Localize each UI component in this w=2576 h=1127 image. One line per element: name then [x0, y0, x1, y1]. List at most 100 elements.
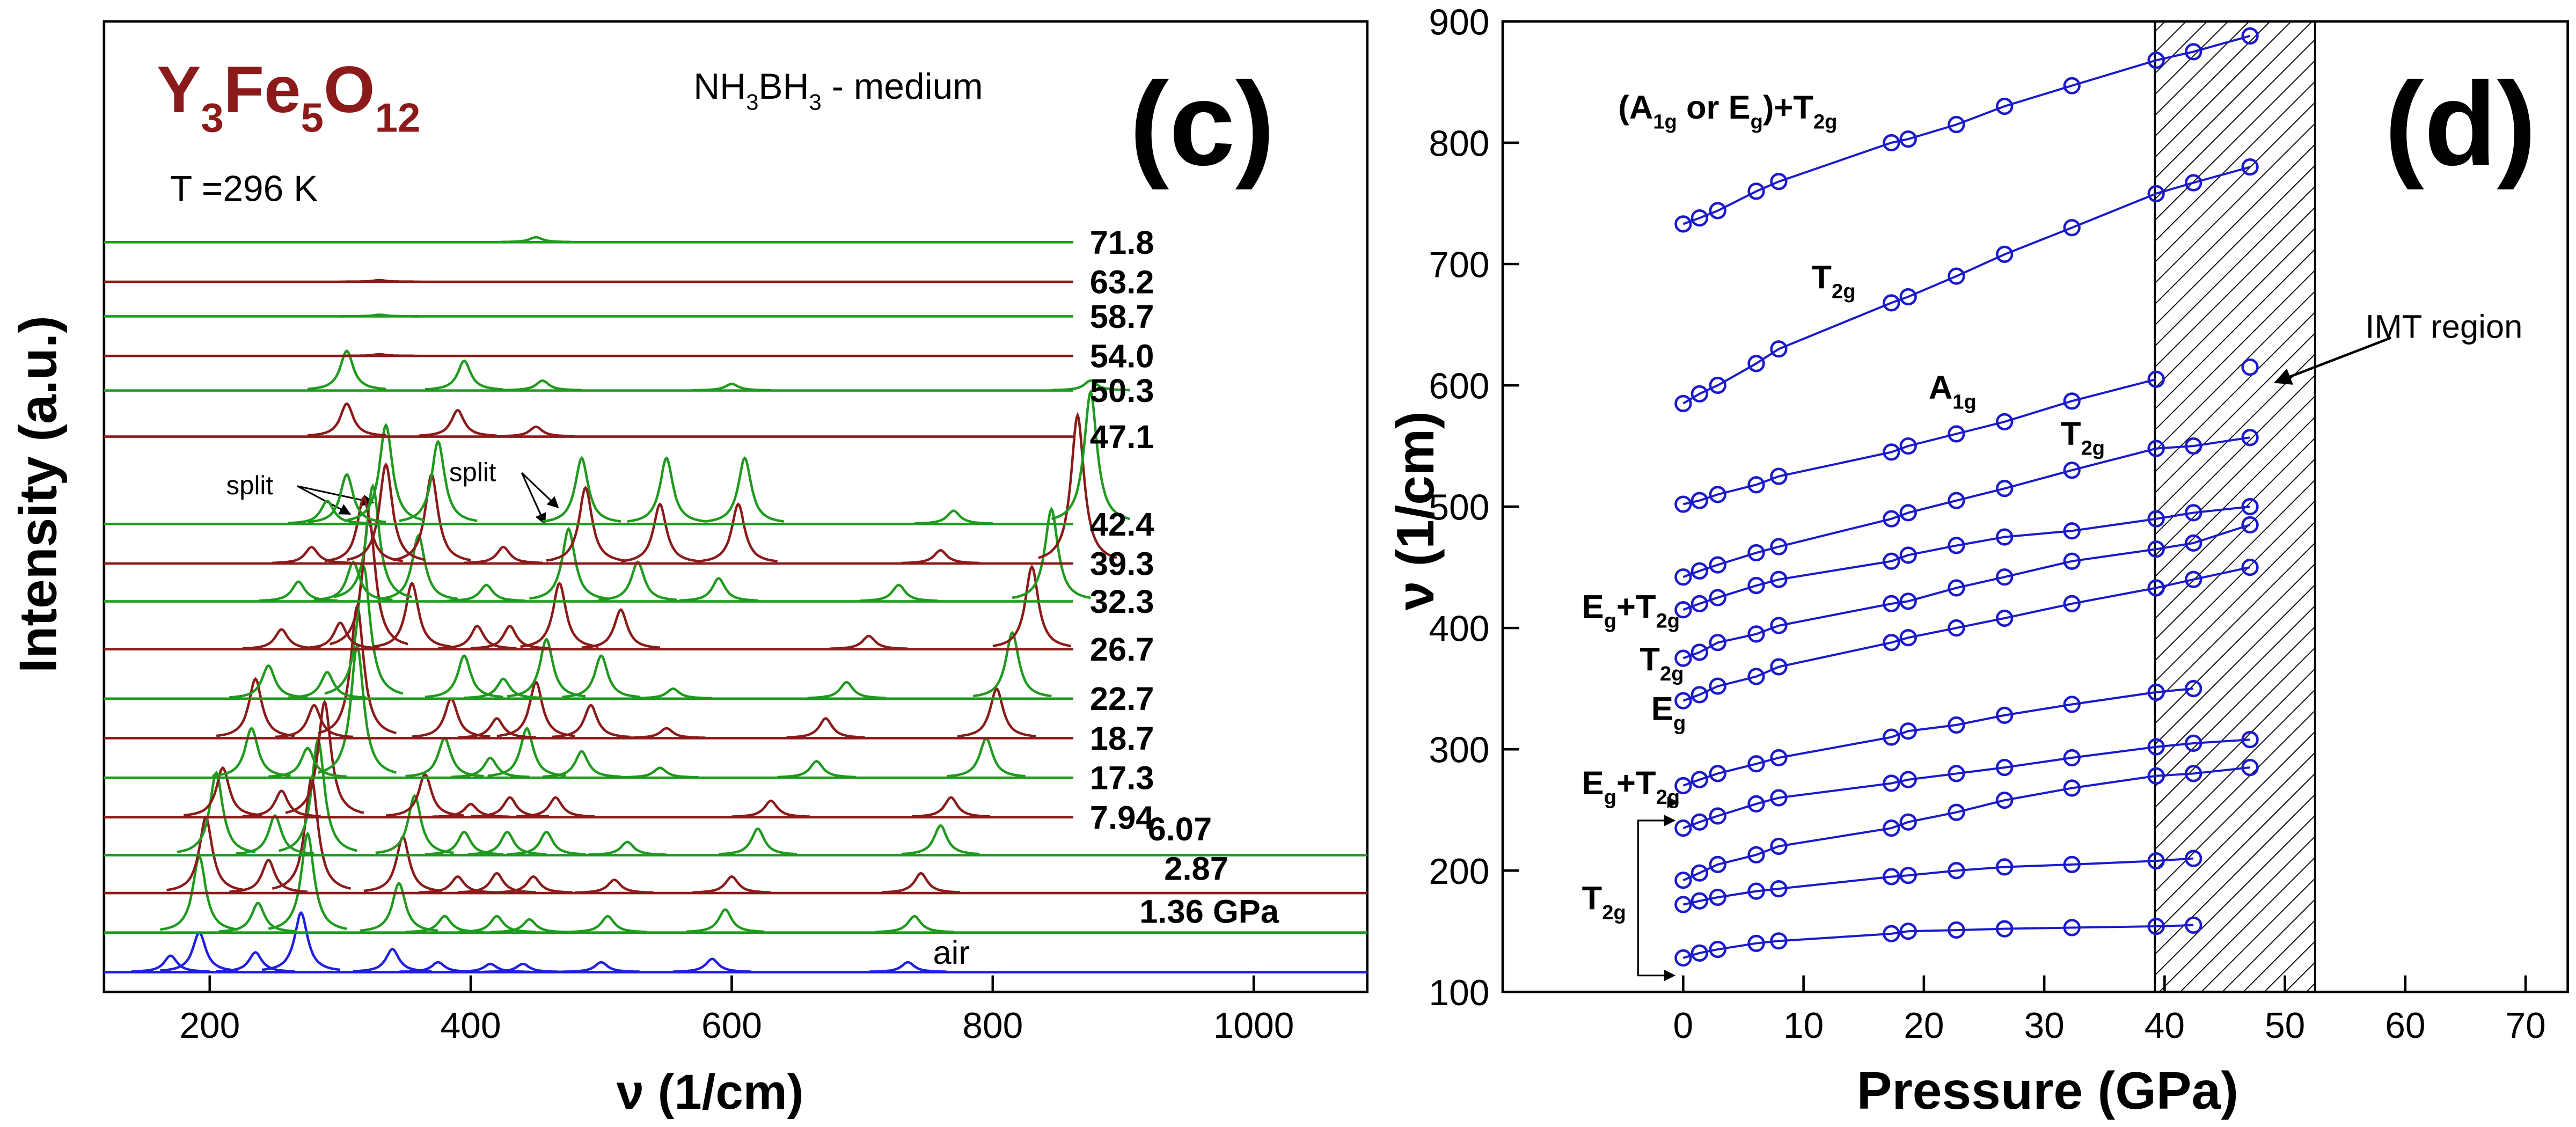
data-point	[1747, 355, 1765, 372]
subscript: 2g	[1656, 786, 1680, 809]
spectrum-peak	[673, 957, 751, 973]
spectrum-peak	[627, 727, 706, 740]
spectrum-peak	[1051, 389, 1130, 521]
subscript: 2g	[1832, 281, 1856, 303]
text-part: split	[226, 471, 274, 500]
spectrum-peak	[562, 961, 641, 974]
subscript: 2g	[2081, 437, 2105, 459]
spectrum-peak	[307, 349, 386, 391]
data-point	[2147, 579, 2165, 597]
data-point	[2147, 918, 2165, 935]
data-point	[2147, 510, 2165, 528]
subscript: 2g	[1602, 902, 1626, 924]
spectrum-peak	[301, 621, 380, 650]
mode-label: (A1g or Eg)+T2g	[1618, 89, 1837, 133]
spectrum-peak	[546, 486, 625, 562]
data-point	[1770, 880, 1788, 898]
data-point	[1690, 892, 1709, 910]
x-tick-label: 400	[441, 1006, 501, 1046]
data-point	[1674, 896, 1692, 913]
subscript: g	[1751, 111, 1763, 134]
spectrum-peak	[516, 796, 595, 818]
x-tick-label: 30	[2024, 1006, 2064, 1046]
data-point	[1674, 872, 1692, 889]
spectrum-peak	[568, 914, 647, 933]
text-part: T	[1640, 641, 1660, 678]
spectrum-peak	[484, 962, 562, 974]
data-point	[2241, 730, 2259, 749]
data-point	[2063, 462, 2081, 479]
subscript: 2g	[1656, 610, 1680, 633]
chart-title: (c)	[1130, 57, 1275, 190]
spectrum-peak	[692, 383, 771, 392]
data-point	[1747, 476, 1765, 494]
data-point	[1770, 173, 1788, 191]
data-point	[2185, 680, 2202, 698]
y-tick-label: 400	[1429, 609, 1489, 649]
data-point	[2185, 43, 2202, 61]
spectrum-peak	[957, 687, 1036, 738]
spectrum-peak	[437, 625, 517, 650]
data-point	[2147, 185, 2165, 203]
data-point	[1770, 932, 1788, 950]
x-tick-label: 1000	[1213, 1006, 1294, 1046]
spectrum-peak	[229, 859, 308, 893]
spectrum-peak	[520, 581, 599, 648]
spectrum-peak	[216, 951, 295, 973]
data-point	[1948, 537, 1965, 554]
spectrum-peak	[360, 881, 438, 932]
spectrum-peak	[627, 456, 706, 523]
spectrum-peak	[901, 549, 980, 565]
data-point	[2063, 919, 2081, 936]
fit-line	[1682, 436, 2250, 579]
series-label: 54.0	[1090, 338, 1154, 375]
spectrum-peak	[868, 961, 947, 974]
data-point	[1674, 601, 1692, 619]
data-point	[1690, 209, 1709, 227]
text-part: Fe	[224, 53, 301, 127]
spectrum-peak	[218, 901, 297, 933]
data-point	[1690, 385, 1709, 402]
data-point	[2063, 552, 2081, 570]
series-label: 47.1	[1090, 419, 1154, 456]
data-point	[1709, 855, 1726, 874]
spectrum-peak	[634, 687, 713, 700]
spectrum-peak	[399, 439, 478, 522]
text-part: )+T	[1763, 89, 1813, 126]
data-point	[1883, 134, 1900, 152]
spectrum-peak	[451, 756, 530, 778]
data-point	[1747, 934, 1765, 952]
data-point	[2063, 855, 2081, 874]
data-point	[1899, 504, 1917, 522]
data-point	[2147, 738, 2165, 756]
data-point	[1747, 846, 1765, 863]
text-part: E	[1582, 765, 1604, 802]
spectrum-peak	[1012, 507, 1091, 599]
data-point	[1899, 771, 1917, 788]
data-point	[2147, 683, 2165, 701]
data-point	[1995, 920, 2014, 938]
spectrum-peak	[457, 914, 536, 933]
x-axis-label: ν (1/cm)	[617, 1064, 804, 1119]
data-point	[1883, 595, 1900, 613]
data-point	[1899, 288, 1917, 306]
spectrum-peak	[581, 608, 661, 649]
spectrum-peak	[620, 502, 700, 562]
spectrum-peak	[562, 654, 641, 698]
fit-line	[1682, 506, 2250, 611]
annotation: split	[449, 458, 496, 487]
spectrum-peak	[184, 766, 262, 817]
spectrum-peak	[242, 628, 321, 650]
series-label: 42.4	[1090, 506, 1154, 543]
spectrum-peak	[160, 931, 239, 972]
spectrum-peak	[620, 766, 699, 779]
data-point	[2147, 852, 2165, 870]
text-part: NH	[693, 67, 746, 107]
data-point	[1709, 376, 1726, 394]
spectrum-peak	[275, 704, 354, 738]
spectrum-peak	[496, 680, 576, 737]
x-tick-label: 10	[1783, 1006, 1824, 1046]
spectrum-peak	[216, 677, 295, 737]
data-point	[1747, 882, 1765, 900]
x-axis-label: Pressure (GPa)	[1857, 1061, 2238, 1120]
